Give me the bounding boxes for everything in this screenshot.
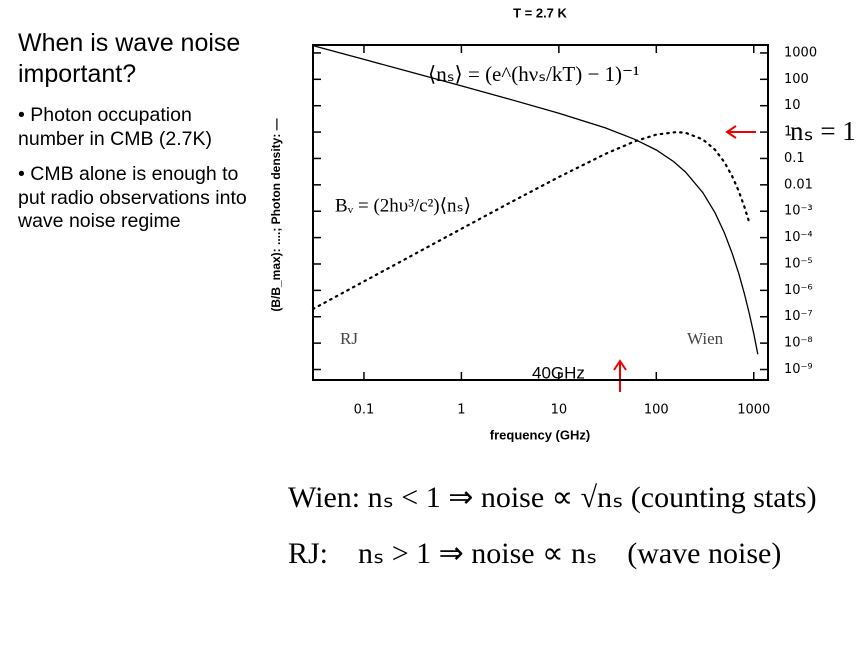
x-tick-label: 0.1 bbox=[354, 403, 375, 418]
text-panel: When is wave noise important? • Photon o… bbox=[18, 28, 263, 246]
x-tick-label: 1 bbox=[457, 403, 465, 418]
series-line bbox=[311, 130, 751, 311]
x-tick-label: 100 bbox=[644, 403, 669, 418]
y-tick-label: 0.1 bbox=[784, 151, 805, 166]
annotation: Wien bbox=[687, 329, 724, 348]
y-tick-label: 10⁻⁴ bbox=[784, 230, 813, 245]
chart-title: T = 2.7 K bbox=[513, 5, 567, 20]
formula: Bᵥ = (2hυ³/c²)⟨nₛ⟩ bbox=[335, 195, 471, 216]
y-tick-label: 10⁻⁹ bbox=[784, 362, 813, 377]
formula: ⟨nₛ⟩ = (e^(hνₛ/kT) − 1)⁻¹ bbox=[428, 62, 639, 86]
series-line bbox=[312, 44, 759, 355]
y-tick-label: 10⁻³ bbox=[784, 204, 813, 219]
y-axis-label: (B/B_max): ....; Photon density: — bbox=[269, 118, 283, 311]
heading: When is wave noise important? bbox=[18, 29, 241, 88]
x-tick-label: 1000 bbox=[737, 403, 770, 418]
y-tick-label: 10⁻⁵ bbox=[784, 256, 813, 271]
bottom-line: Wien: nₛ < 1 ⇒ noise ∝ √nₛ (counting sta… bbox=[288, 481, 817, 514]
y-tick-label: 10⁻⁶ bbox=[784, 283, 813, 298]
y-tick-label: 0.01 bbox=[784, 177, 813, 192]
y-tick-label: 10⁻⁷ bbox=[784, 309, 813, 324]
bottom-line: RJ: nₛ > 1 ⇒ noise ∝ nₛ (wave noise) bbox=[288, 537, 781, 570]
x-axis-label: frequency (GHz) bbox=[490, 427, 590, 442]
y-tick-label: 1 bbox=[784, 125, 792, 140]
formula: nₛ = 1 bbox=[790, 116, 856, 146]
plot-frame bbox=[312, 44, 769, 381]
arrow bbox=[725, 125, 756, 139]
x-tick-label: 10 bbox=[551, 403, 568, 418]
annotation: RJ bbox=[340, 329, 358, 348]
y-tick-label: 10⁻⁸ bbox=[784, 336, 813, 351]
y-tick-label: 1000 bbox=[784, 45, 817, 60]
bullet: • Photon occupation number in CMB (2.7K) bbox=[18, 104, 212, 150]
bullet: • CMB alone is enough to put radio obser… bbox=[18, 163, 247, 232]
arrow bbox=[613, 359, 627, 392]
y-tick-label: 10 bbox=[784, 98, 801, 113]
y-tick-label: 100 bbox=[784, 72, 809, 87]
